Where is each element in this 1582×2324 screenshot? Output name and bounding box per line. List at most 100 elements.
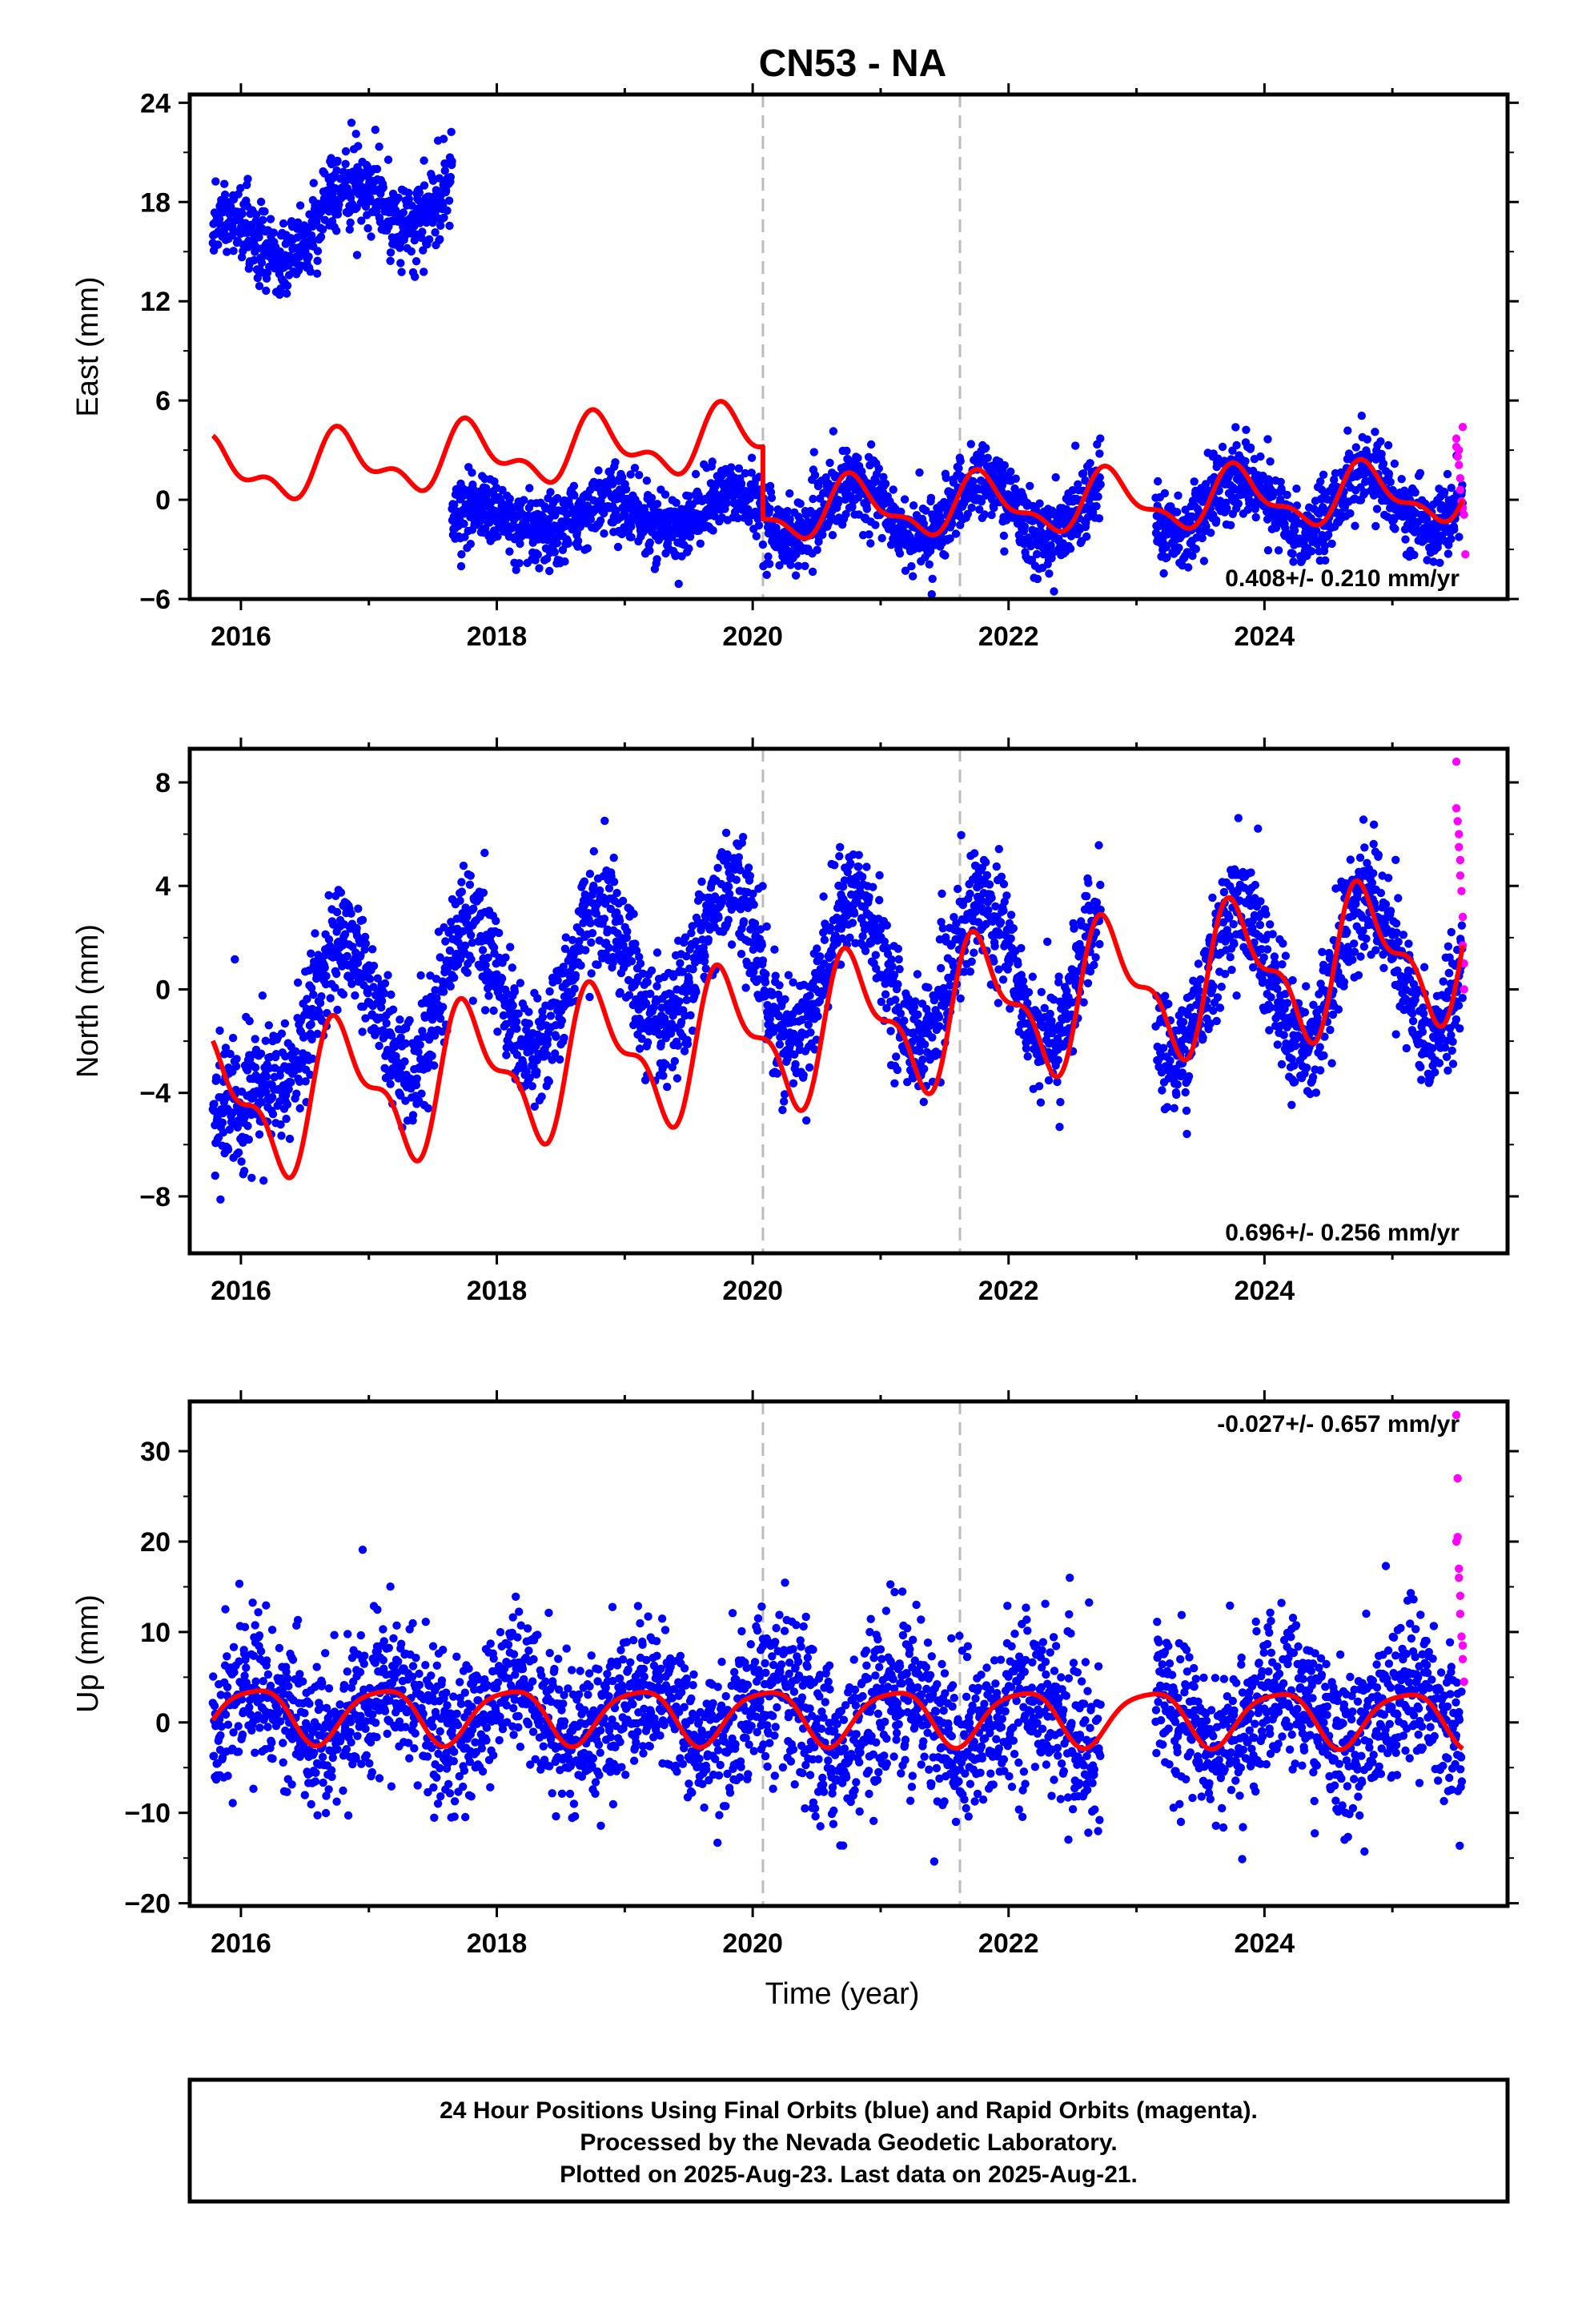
data-point [479,888,488,898]
data-point [1346,509,1355,518]
data-point [783,507,792,516]
data-point [480,848,489,858]
data-point [600,915,609,923]
data-point [805,991,814,1000]
data-point [1174,491,1182,500]
data-point [828,951,837,959]
data-point [643,978,652,987]
data-point [309,179,318,187]
data-point [741,468,749,478]
data-point [745,871,755,881]
data-point [401,1096,410,1105]
data-point [495,928,504,938]
data-point [484,953,492,963]
data-point [918,1055,927,1064]
data-point [1300,535,1309,545]
data-point [436,1014,445,1023]
data-point [1033,574,1042,584]
data-point [1423,556,1431,565]
data-point [685,533,695,541]
data-point [737,950,746,959]
data-point [607,473,616,483]
data-point [303,995,311,1003]
data-point [1199,557,1209,565]
data-point [791,1059,800,1069]
data-point [490,477,499,486]
data-point [1363,435,1372,444]
rapid-point [1456,474,1465,483]
data-point [858,872,867,882]
data-point [866,539,875,548]
data-point [412,257,421,266]
data-point [1234,499,1243,509]
data-point [801,561,809,570]
data-point [404,195,413,203]
data-point [1246,443,1255,452]
data-point [618,896,628,906]
data-point [936,513,946,521]
data-point [557,1016,567,1025]
data-point [809,494,817,504]
data-point [501,953,510,962]
data-point [379,183,387,192]
data-point [793,561,803,570]
rapid-point [1452,434,1461,443]
data-point [761,970,770,979]
data-point [1035,499,1044,508]
data-point [468,468,476,477]
data-point [307,949,315,958]
data-point [969,476,978,486]
data-point [307,1019,315,1029]
data-point [744,863,753,872]
data-point [481,961,490,970]
data-point [896,1009,905,1018]
data-point [1000,547,1009,556]
data-point [626,470,635,479]
data-point [734,853,744,862]
data-point [253,273,262,283]
data-point [1271,524,1281,533]
data-point [440,167,449,175]
data-point [251,1035,259,1043]
data-point [813,1011,822,1021]
panel-frame [187,92,1510,601]
data-point [379,989,389,998]
data-point [386,1080,395,1088]
data-point [397,267,406,276]
data-point [232,1055,241,1063]
data-point [841,509,850,519]
data-point [1343,426,1352,435]
data-point [1288,549,1297,558]
data-point [497,974,507,983]
data-point [443,206,452,215]
data-point [771,971,780,980]
data-point [928,1033,937,1042]
rapid-point [1455,460,1464,469]
data-point [1066,545,1075,553]
data-point [893,1065,902,1075]
data-point [865,893,873,902]
data-point [450,500,459,509]
data-point [457,878,466,887]
data-point [1232,440,1241,450]
data-point [647,493,656,502]
data-point [612,888,621,898]
data-point [467,931,476,940]
data-point [802,1116,811,1125]
data-point [461,941,470,951]
data-point [645,538,654,547]
data-point [553,493,562,503]
data-point [813,545,821,554]
data-point [571,971,580,979]
data-point [1011,474,1021,483]
data-point [691,469,701,479]
data-point [713,863,722,873]
data-point [304,252,313,261]
data-point [459,861,468,870]
data-point [621,485,631,494]
data-point [332,166,341,175]
data-point [480,1006,490,1015]
data-point [436,953,444,962]
data-point [587,938,596,947]
data-point [326,994,335,1003]
